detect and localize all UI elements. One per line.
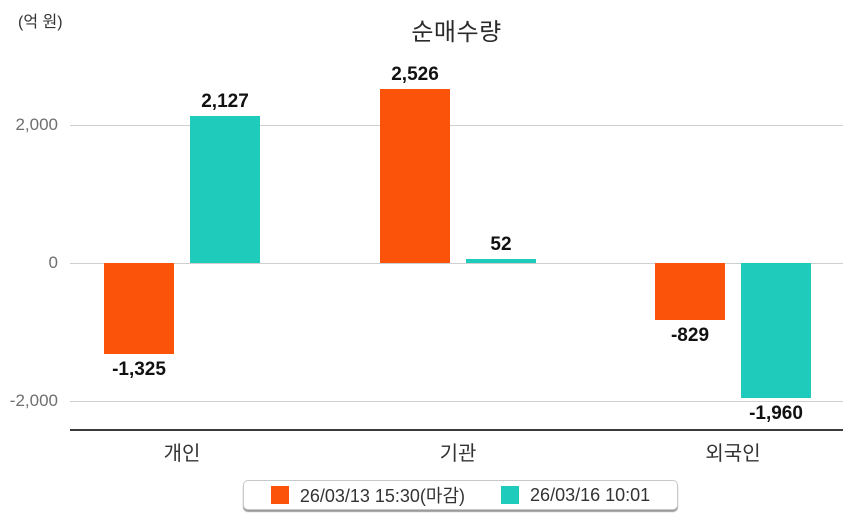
bar-외국인-series0	[655, 263, 725, 320]
y-tick-label: 0	[48, 253, 58, 272]
legend-label-current-session: 26/03/16 10:01	[530, 484, 651, 505]
value-label: 2,526	[391, 64, 439, 85]
y-axis-unit-label: (억 원)	[18, 14, 63, 31]
chart-title: 순매수량	[411, 19, 502, 46]
bar-개인-series1	[190, 116, 260, 263]
legend-swatch-teal	[501, 486, 520, 504]
legend-swatch-orange	[270, 486, 289, 504]
zero-gridline	[70, 263, 843, 264]
legend-item-closed-session: 26/03/13 15:30(마감)	[270, 482, 466, 508]
value-label: 2,127	[201, 91, 249, 112]
x-axis-line	[70, 429, 843, 431]
value-label: -829	[670, 325, 710, 346]
x-category-label: 외국인	[705, 443, 761, 465]
bar-개인-series0	[104, 263, 174, 354]
legend-label-closed-session: 26/03/13 15:30(마감)	[299, 486, 466, 506]
legend: 26/03/13 15:30(마감) 26/03/16 10:01	[243, 480, 678, 510]
y-tick-label: 2,000	[15, 115, 58, 134]
value-label: 52	[490, 234, 512, 255]
bar-기관-series1	[466, 259, 536, 263]
bar-기관-series0	[380, 89, 450, 263]
y-tick-label: -2,000	[9, 391, 58, 410]
gridline	[70, 401, 843, 402]
legend-item-current-session: 26/03/16 10:01	[501, 485, 650, 506]
bar-외국인-series1	[741, 263, 811, 398]
value-label: -1,960	[749, 403, 803, 424]
x-category-label: 개인	[163, 443, 201, 465]
value-label: -1,325	[112, 359, 166, 380]
gridline	[70, 125, 843, 126]
x-category-label: 기관	[439, 443, 477, 465]
